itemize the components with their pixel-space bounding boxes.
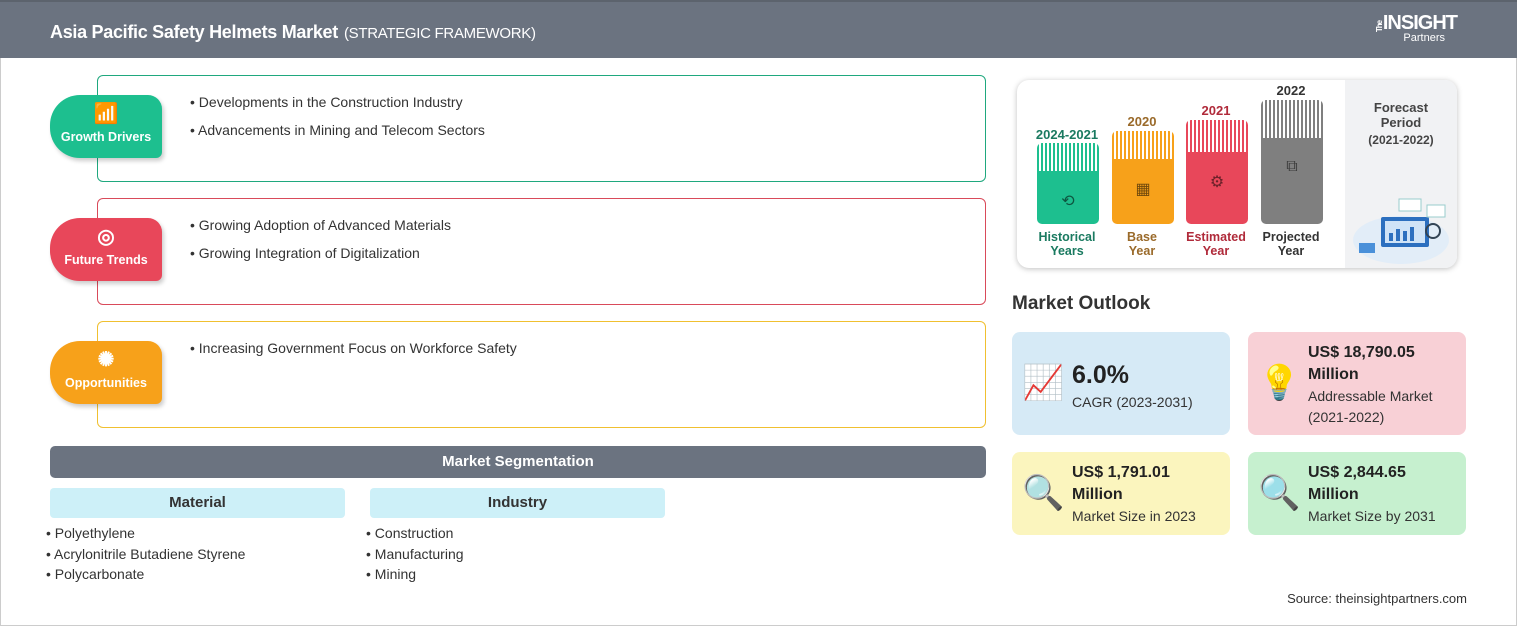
badge-label: Future Trends	[64, 253, 148, 267]
page-subtitle: (STRATEGIC FRAMEWORK)	[343, 25, 536, 42]
list-item: Increasing Government Focus on Workforce…	[190, 340, 517, 356]
market-outlook-title: Market Outlook	[1012, 293, 1151, 314]
logo-sub: Partners	[1403, 32, 1445, 44]
bar-label-1: Estimated	[1186, 230, 1246, 244]
bar-label-2: Year	[1277, 244, 1305, 258]
opportunities-badge: ✺ Opportunities	[50, 341, 162, 404]
market-search-icon: 🔍	[1258, 474, 1301, 512]
forecast-range: (2021-2022)	[1368, 133, 1434, 147]
dollar-bulb-icon: 💡	[1258, 364, 1301, 402]
presentation-icon: ⧉	[1261, 138, 1323, 224]
list-item: Developments in the Construction Industr…	[190, 94, 485, 110]
market-size-2023-desc: Market Size in 2023	[1072, 508, 1196, 524]
bar-label: Projected Year	[1251, 230, 1331, 258]
analytics-illustration-icon	[1353, 198, 1449, 264]
segment-industry-header: Industry	[370, 488, 665, 518]
growth-chart-icon: 📈	[1022, 364, 1065, 402]
bar-label-1: Historical	[1038, 230, 1096, 244]
segment-material-header: Material	[50, 488, 345, 518]
list-item: Polyethylene	[46, 525, 245, 546]
list-item: Construction	[366, 525, 464, 546]
market-size-2031-desc: Market Size by 2031	[1308, 508, 1436, 524]
market-size-2023-value: US$ 1,791.01 Million	[1072, 464, 1170, 503]
growth-chart-icon: 📶	[93, 103, 119, 125]
header-bar: Asia Pacific Safety Helmets Market (STRAT…	[0, 0, 1517, 58]
year-label: 2024-2021	[1035, 127, 1099, 142]
forecast-title: Forecast Period	[1373, 100, 1429, 130]
calendar-icon: ▦	[1112, 159, 1174, 224]
bar-label-2: Year	[1202, 244, 1230, 258]
cagr-desc: CAGR (2023-2031)	[1072, 394, 1193, 410]
list-item: Manufacturing	[366, 546, 464, 567]
bar-label-1: Base	[1127, 230, 1157, 244]
addressable-value: US$ 18,790.05 Million	[1308, 344, 1415, 383]
estimated-year-bar: ⚙	[1186, 120, 1248, 224]
bar-label: Estimated Year	[1176, 230, 1256, 258]
market-search-icon: 🔍	[1022, 474, 1065, 512]
market-size-2031-card: 🔍 US$ 2,844.65 Million Market Size by 20…	[1248, 452, 1466, 535]
bar-label-2: Year	[1128, 244, 1156, 258]
future-trends-badge: ◎ Future Trends	[50, 218, 162, 281]
estimate-icon: ⚙	[1186, 152, 1248, 224]
list-item: Polycarbonate	[46, 566, 245, 587]
cagr-value: 6.0%	[1072, 361, 1129, 389]
target-icon: ◎	[97, 226, 115, 248]
cagr-card: 📈 6.0% CAGR (2023-2031)	[1012, 332, 1230, 435]
insight-partners-logo: TheINSIGHT Partners	[1374, 12, 1458, 44]
historical-bar: ⟲	[1037, 143, 1099, 224]
growth-drivers-box: Developments in the Construction Industr…	[97, 75, 986, 182]
badge-label: Opportunities	[65, 376, 147, 390]
growth-drivers-badge: 📶 Growth Drivers	[50, 95, 162, 158]
lightbulb-hand-icon: ✺	[97, 349, 115, 371]
market-size-2031-value: US$ 2,844.65 Million	[1308, 464, 1406, 503]
base-year-bar: ▦	[1112, 131, 1174, 224]
logo-main: INSIGHT	[1382, 12, 1458, 34]
bar-label-2: Years	[1050, 244, 1084, 258]
addressable-market-card: 💡 US$ 18,790.05 Million Addressable Mark…	[1248, 332, 1466, 435]
title-text: Asia Pacific Safety Helmets Market	[50, 22, 338, 42]
forecast-panel: Forecast Period (2021-2022)	[1345, 80, 1457, 268]
logo-the: The	[1374, 20, 1384, 33]
page-title: Asia Pacific Safety Helmets Market (STRAT…	[50, 22, 536, 43]
future-trends-box: Growing Adoption of Advanced Materials Gr…	[97, 198, 986, 305]
year-label: 2020	[1127, 114, 1157, 129]
list-item: Growing Adoption of Advanced Materials	[190, 217, 451, 233]
badge-label: Growth Drivers	[60, 130, 152, 144]
list-item: Advancements in Mining and Telecom Secto…	[190, 122, 485, 138]
list-item: Acrylonitrile Butadiene Styrene	[46, 546, 245, 567]
bar-label-1: Projected	[1262, 230, 1320, 244]
opportunities-box: Increasing Government Focus on Workforce…	[97, 321, 986, 428]
source-text: Source: theinsightpartners.com	[1287, 591, 1467, 606]
bar-label: Historical Years	[1027, 230, 1107, 258]
year-label: 2021	[1201, 103, 1231, 118]
market-size-2023-card: 🔍 US$ 1,791.01 Million Market Size in 20…	[1012, 452, 1230, 535]
projected-year-bar: ⧉	[1261, 100, 1323, 224]
list-item: Growing Integration of Digitalization	[190, 245, 451, 261]
history-icon: ⟲	[1037, 171, 1099, 224]
market-segmentation-header: Market Segmentation	[50, 446, 986, 478]
addressable-desc: Addressable Market (2021-2022)	[1308, 388, 1433, 425]
industry-list: Construction Manufacturing Mining	[366, 525, 464, 587]
material-list: Polyethylene Acrylonitrile Butadiene Sty…	[46, 525, 245, 587]
bar-label: Base Year	[1102, 230, 1182, 258]
timeline-card: 2024-2021 ⟲ Historical Years 2020 ▦ Base Y…	[1017, 80, 1457, 268]
year-label: 2022	[1276, 83, 1306, 98]
list-item: Mining	[366, 566, 464, 587]
